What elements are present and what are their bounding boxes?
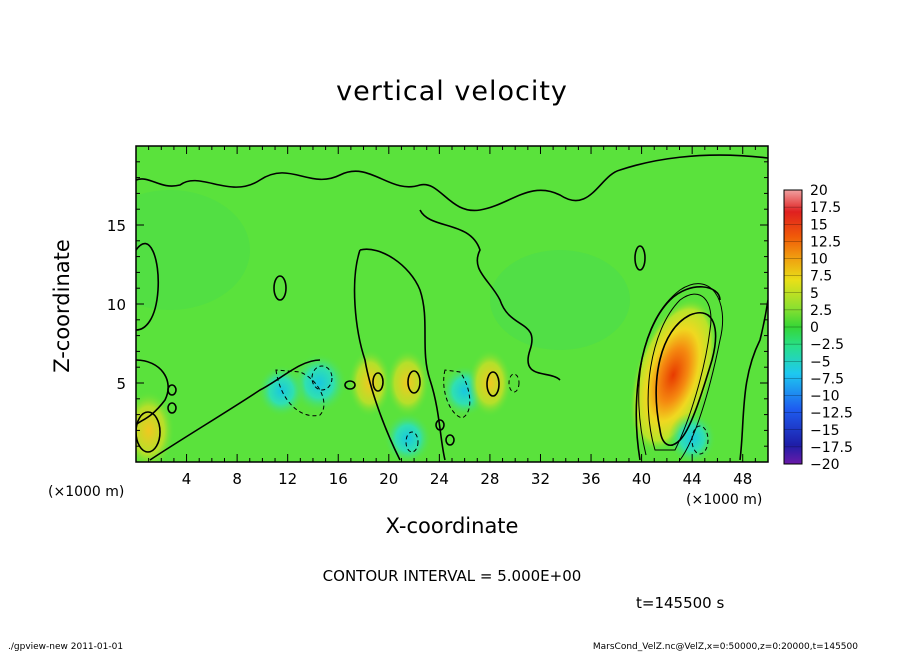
x-tick-label: 8 <box>232 470 242 488</box>
footer-right: MarsCond_VelZ.nc@VelZ,x=0:50000,z=0:2000… <box>592 642 858 652</box>
chart-title: vertical velocity <box>336 76 568 107</box>
colorbar-label: 2.5 <box>810 303 832 319</box>
colorbar-label: 5 <box>810 286 819 302</box>
colorbar-label: −20 <box>810 457 840 473</box>
colorbar-label: −2.5 <box>810 337 844 353</box>
colorbar-label: −12.5 <box>810 406 853 422</box>
colorbar-label: 20 <box>810 183 828 199</box>
colorbar-label: −10 <box>810 389 840 405</box>
field-features <box>136 190 717 462</box>
y-tick-label: 5 <box>116 375 126 393</box>
x-tick-label: 4 <box>182 470 192 488</box>
x-tick-label: 16 <box>329 470 348 488</box>
colorbar-label: 17.5 <box>810 200 841 216</box>
y-tick-label: 15 <box>107 217 126 235</box>
field-feature-9 <box>467 349 512 417</box>
colorbar-label: 0 <box>810 320 819 336</box>
x-axis-label: X-coordinate <box>385 514 519 538</box>
x-tick-label: 32 <box>531 470 550 488</box>
colorbar-label: 7.5 <box>810 269 832 285</box>
x-ticks: 4 8 12 16 20 24 28 32 36 40 44 48 <box>148 146 756 488</box>
x-unit-left: (×1000 m) <box>48 484 125 500</box>
x-tick-label: 44 <box>683 470 702 488</box>
x-tick-label: 20 <box>379 470 398 488</box>
field-feature-5 <box>383 412 432 462</box>
x-unit-right: (×1000 m) <box>686 492 763 508</box>
field-feature-2 <box>291 353 348 413</box>
contour-interval-label: CONTOUR INTERVAL = 5.000E+00 <box>322 567 582 585</box>
colorbar-label: 12.5 <box>810 234 841 250</box>
contour-lines-negative <box>275 365 709 455</box>
footer-left: ./gpview-new 2011-01-01 <box>8 642 124 652</box>
x-tick-label: 48 <box>733 470 752 488</box>
x-tick-label: 12 <box>278 470 297 488</box>
x-tick-label: 36 <box>581 470 600 488</box>
y-ticks: 5 10 15 <box>107 161 768 447</box>
colorbar-label: −5 <box>810 354 831 370</box>
y-tick-label: 10 <box>107 296 126 314</box>
time-label: t=145500 s <box>636 594 725 612</box>
colorbar-label: −7.5 <box>810 371 844 387</box>
colorbar-label: −15 <box>810 423 840 439</box>
contour-lines <box>136 154 768 461</box>
x-tick-label: 28 <box>480 470 499 488</box>
contour-lines-thin <box>638 283 724 461</box>
colorbar-label: 10 <box>810 252 828 268</box>
colorbar-label: 15 <box>810 217 828 233</box>
colorbar-label: −17.5 <box>810 440 853 456</box>
field-feature-3 <box>257 364 306 417</box>
x-tick-label: 24 <box>430 470 449 488</box>
field-feature-1 <box>136 390 175 462</box>
x-tick-label: 40 <box>632 470 651 488</box>
